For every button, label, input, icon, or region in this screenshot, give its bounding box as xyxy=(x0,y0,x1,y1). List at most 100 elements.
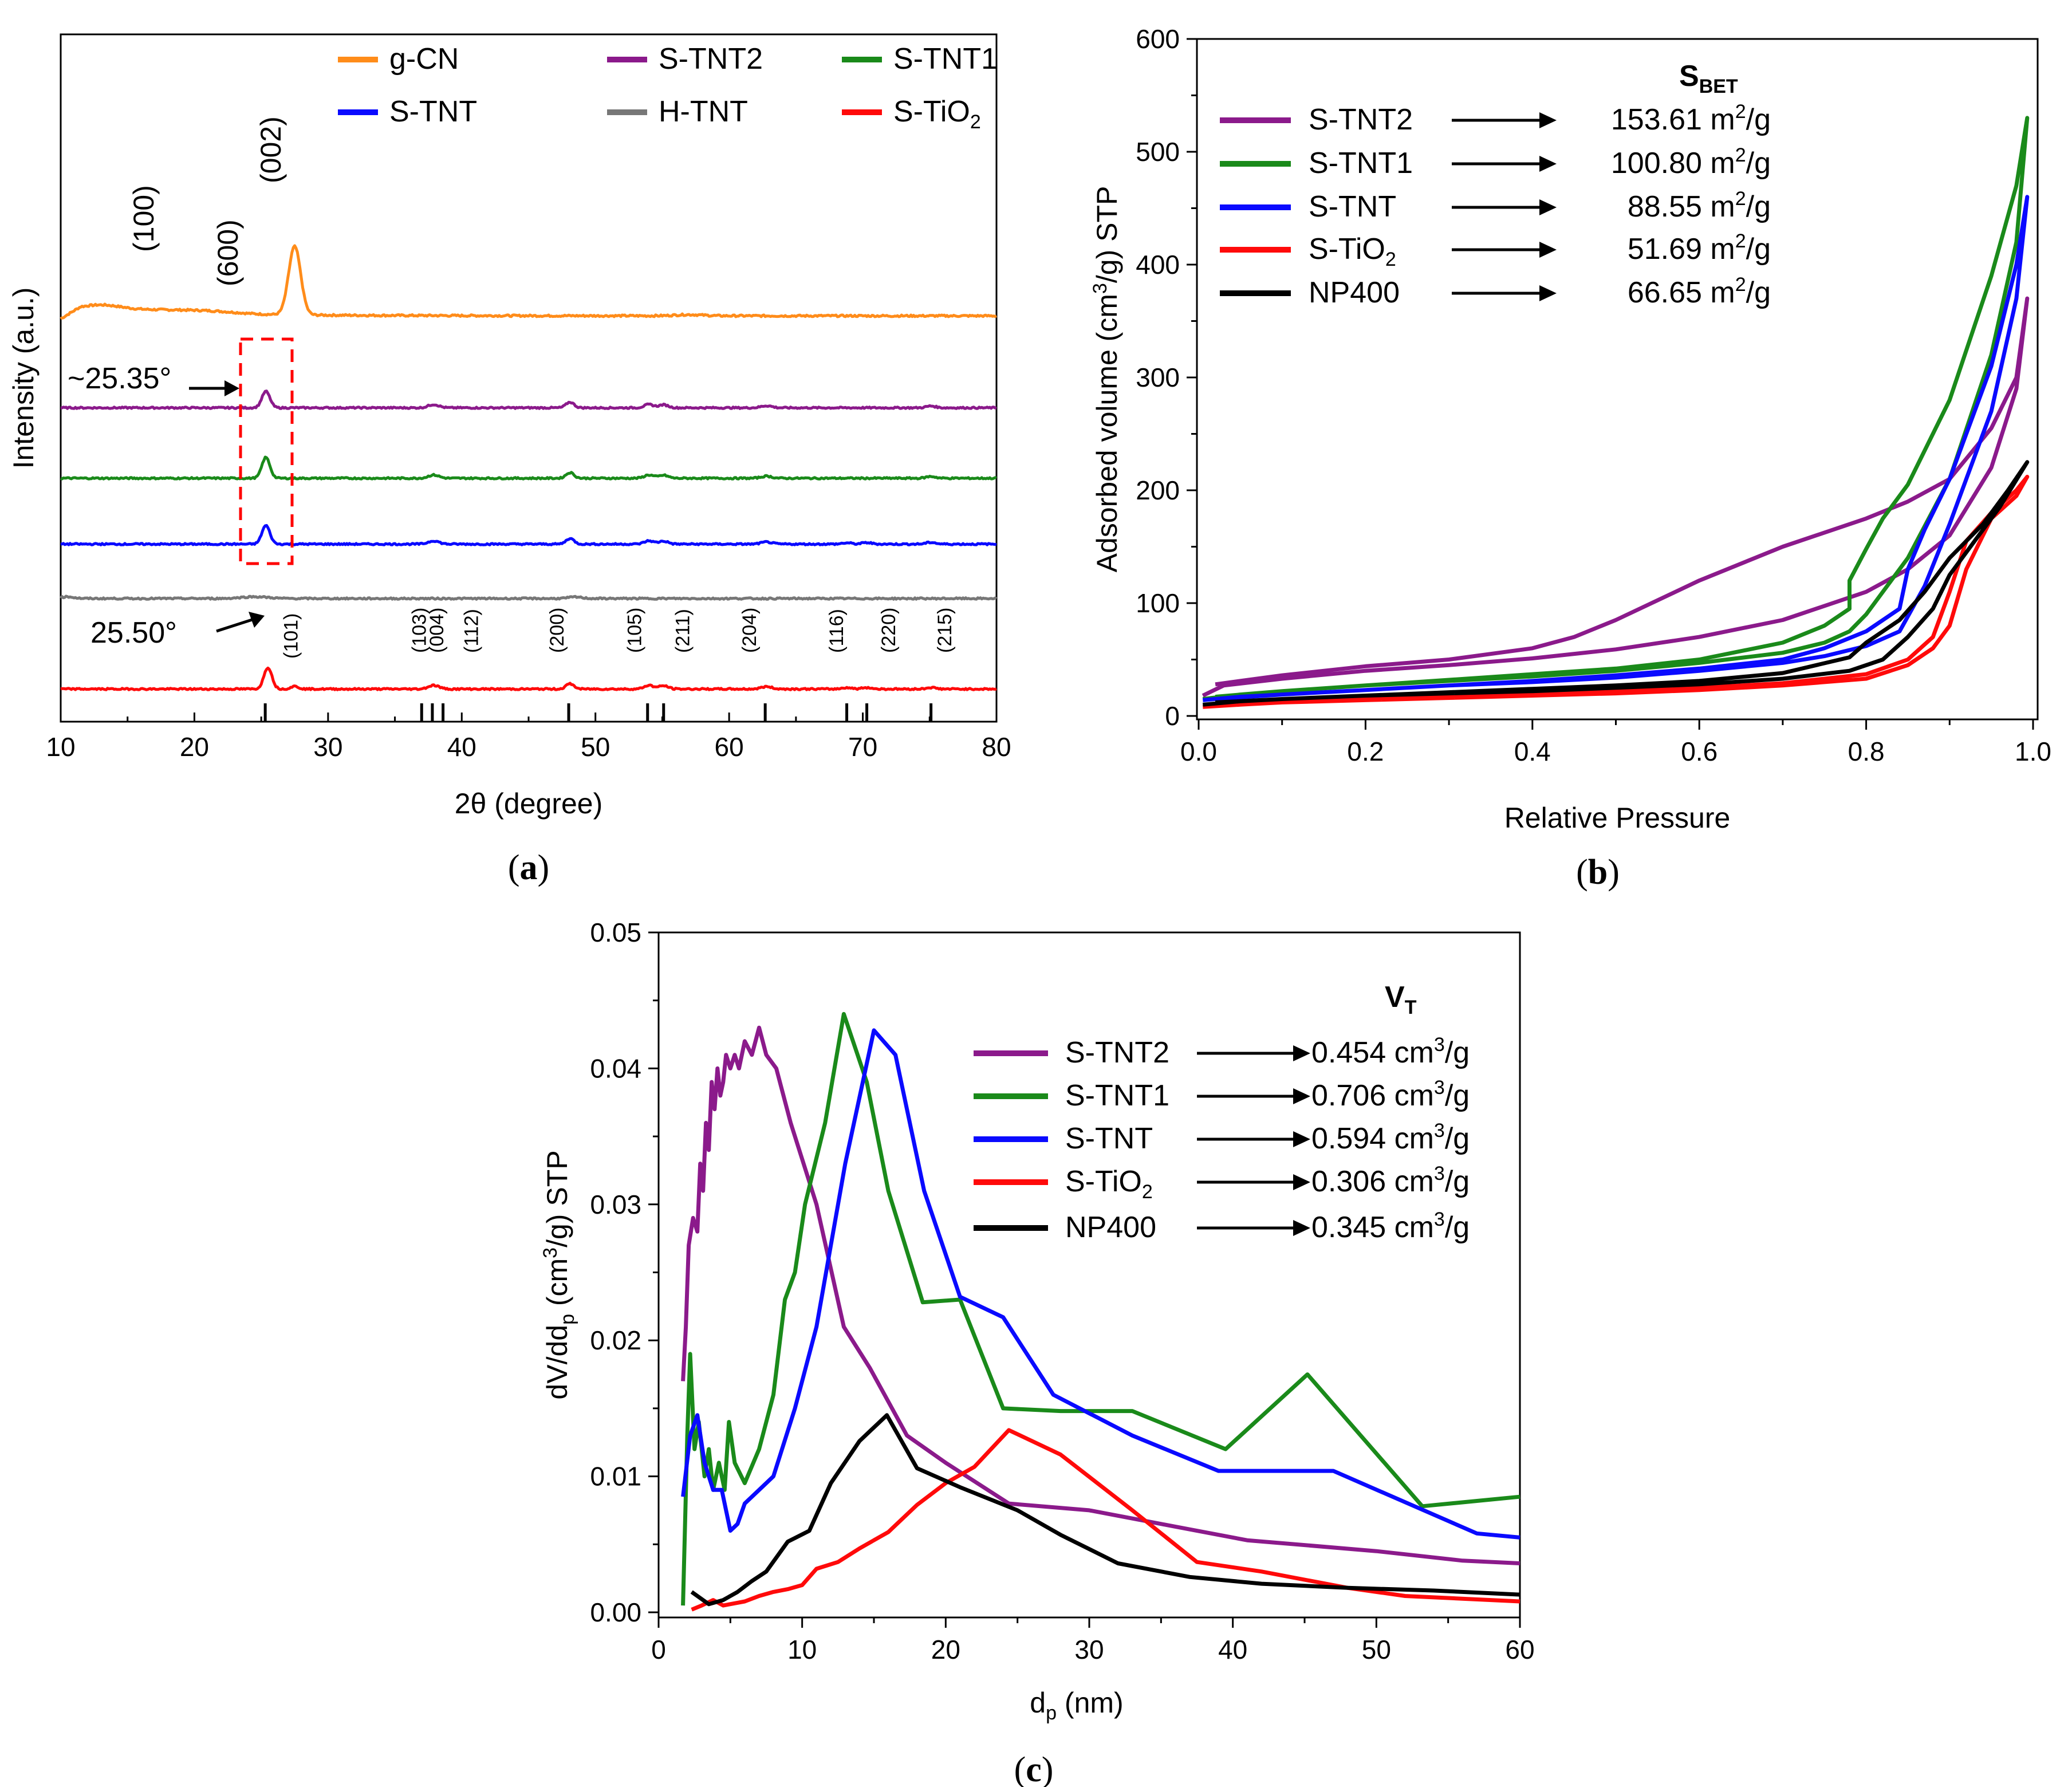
legend-label-s-tnt: S-TNT xyxy=(389,95,477,128)
panel-c-legend: S-TNT2 0.454 cm3/gS-TNT1 0.706 cm3/gS-TNT 0… xyxy=(974,1034,1470,1244)
panel-c-y-tick-label-0.05: 0.05 xyxy=(590,918,641,947)
panel-b-legend: S-TNT2 153.61 m2/gS-TNT1 100.80 m2/gS-TNT 8… xyxy=(1220,101,1771,309)
legend-arrowhead-s-tnt xyxy=(1293,1131,1310,1147)
sbet-value-text: 66.65 m xyxy=(1628,276,1735,309)
xrd-series-h-tnt xyxy=(60,595,998,601)
panel-b-x-tick-label-0.0: 0.0 xyxy=(1180,737,1217,766)
sbet-value-s-tnt1: 100.80 m2/g xyxy=(1611,144,1771,180)
legend-label-s-tnt2: S-TNT2 xyxy=(1309,103,1413,136)
pore-series-s-tio2 xyxy=(691,1428,1520,1612)
panel-a-x-ticks: 10 20 30 40 50 60 70 80 xyxy=(46,713,1011,762)
panel-c-pore-distribution-chart: 0 10 20 30 40 50 60 0.00 0.01 0.02 0.03 0.04 0.05 S-… xyxy=(539,918,1535,1787)
panel-a-x-axis-label: 2θ (degree) xyxy=(455,788,603,820)
xrd-series-s-tnt xyxy=(60,523,997,546)
panel-b-y-tick-label-300: 300 xyxy=(1136,363,1180,392)
sbet-unit-superscript: 2 xyxy=(1735,144,1746,166)
peak-shift-highlight-box xyxy=(239,337,294,565)
sbet-unit-superscript: 2 xyxy=(1735,274,1746,296)
panel-b-y-tick-label-400: 400 xyxy=(1136,250,1180,280)
panel-a-x-tick-label-10: 10 xyxy=(46,732,75,762)
anatase-plane-label-101: (101) xyxy=(280,613,302,659)
sbet-unit-tail: /g xyxy=(1746,147,1771,180)
legend-label-g-cn: g-CN xyxy=(389,42,459,76)
xrd-series-g-cn xyxy=(60,244,997,320)
isotherm-series-s-tio2 xyxy=(1203,474,2030,709)
sbet-value-text: 88.55 m xyxy=(1628,190,1735,223)
sbet-unit-superscript: 2 xyxy=(1735,230,1746,252)
panel-c-x-tick-label-50: 50 xyxy=(1362,1635,1391,1664)
legend-label-text: S-TNT1 xyxy=(1065,1079,1169,1112)
legend-label-s-tnt: S-TNT xyxy=(1065,1122,1153,1155)
panel-a-legend: g-CN S-TNT2 S-TNT1 S-TNT H-TNT S-TiO2 xyxy=(338,42,998,133)
anatase-plane-label-004: (004) xyxy=(426,608,448,653)
legend-label-subscript: 2 xyxy=(970,111,981,133)
panel-c-x-tick-label-60: 60 xyxy=(1505,1635,1534,1664)
panel-b-x-tick-label-0.2: 0.2 xyxy=(1347,737,1384,766)
sbet-value-text: 153.61 m xyxy=(1611,103,1735,136)
legend-label-text: S-TNT xyxy=(389,95,477,128)
vt-value-text: 0.306 cm xyxy=(1311,1165,1434,1198)
vt-value-text: 0.454 cm xyxy=(1311,1036,1434,1069)
panel-c-x-axis-label: dp (nm) xyxy=(1030,1687,1123,1724)
panel-c-x-tick-label-10: 10 xyxy=(787,1635,817,1664)
legend-label-s-tio2: S-TiO2 xyxy=(1309,233,1396,270)
panel-b-isotherm-chart: 0.0 0.2 0.4 0.6 0.8 1.0 0 100 200 300 400 500 600 S-… xyxy=(1089,24,2051,892)
vt-value-text: 0.594 cm xyxy=(1311,1122,1434,1155)
sbet-unit-tail: /g xyxy=(1746,103,1771,136)
panel-a-x-tick-label-70: 70 xyxy=(848,732,877,762)
legend-label-s-tnt: S-TNT xyxy=(1309,190,1396,223)
legend-label-text: H-TNT xyxy=(659,95,748,128)
sbet-title-main: S xyxy=(1679,60,1699,93)
legend-arrowhead-s-tnt1 xyxy=(1293,1088,1310,1104)
sbet-unit-superscript: 2 xyxy=(1735,101,1746,123)
vt-unit-superscript: 3 xyxy=(1434,1034,1445,1056)
legend-label-text: S-TNT1 xyxy=(893,42,998,76)
panel-b-ticks: 0.0 0.2 0.4 0.6 0.8 1.0 0 100 200 300 400 500 600 xyxy=(1136,24,2051,766)
anatase-plane-label-204: (204) xyxy=(739,608,761,653)
panel-c-ticks: 0 10 20 30 40 50 60 0.00 0.01 0.02 0.03 0.04 0.05 xyxy=(590,918,1534,1664)
anatase-annotation-arrowhead xyxy=(249,612,265,628)
vt-value-s-tnt: 0.594 cm3/g xyxy=(1311,1120,1470,1155)
vt-value-s-tio2: 0.306 cm3/g xyxy=(1311,1163,1470,1198)
legend-label-subscript: 2 xyxy=(1142,1181,1153,1203)
panel-b-x-tick-label-0.8: 0.8 xyxy=(1848,737,1885,766)
vt-unit-superscript: 3 xyxy=(1434,1163,1445,1184)
panel-b-y-tick-label-100: 100 xyxy=(1136,588,1180,618)
legend-label-text: g-CN xyxy=(389,42,459,76)
legend-label-s-tnt1: S-TNT1 xyxy=(1309,147,1413,180)
gcn-plane-600-label: (600) xyxy=(212,219,244,286)
panel-b-label: (b) xyxy=(1576,853,1620,892)
legend-label-h-tnt: H-TNT xyxy=(659,95,748,128)
legend-arrowhead-s-tnt1 xyxy=(1539,156,1557,172)
vt-unit-tail: /g xyxy=(1445,1122,1470,1155)
panel-b-x-tick-label-1.0: 1.0 xyxy=(2015,737,2051,766)
legend-label-s-tnt2: S-TNT2 xyxy=(659,42,763,76)
panel-a-x-tick-label-50: 50 xyxy=(581,732,610,762)
panel-a-label: (a) xyxy=(508,848,549,887)
vt-unit-tail: /g xyxy=(1445,1165,1470,1198)
panel-b-y-tick-label-600: 600 xyxy=(1136,24,1180,54)
legend-label-text: S-TNT xyxy=(1309,190,1396,223)
anatase-plane-label-103: (103) xyxy=(409,608,431,653)
legend-label-s-tio2: S-TiO2 xyxy=(893,95,981,133)
panel-c-series xyxy=(681,1011,1520,1612)
xrd-series-s-tnt1 xyxy=(60,455,997,481)
legend-arrowhead-s-tnt2 xyxy=(1293,1045,1310,1061)
sbet-value-s-tnt2: 153.61 m2/g xyxy=(1611,101,1771,136)
vt-value-text: 0.706 cm xyxy=(1311,1079,1434,1112)
legend-arrowhead-np400 xyxy=(1293,1220,1310,1236)
shift-annotation-label: ~25.35° xyxy=(68,362,171,395)
xrd-series-s-tnt2 xyxy=(60,389,997,410)
vt-title-sub: T xyxy=(1405,997,1417,1018)
anatase-plane-label-215: (215) xyxy=(934,608,956,653)
panel-c-x-tick-label-30: 30 xyxy=(1074,1635,1104,1664)
vt-value-text: 0.345 cm xyxy=(1311,1211,1434,1244)
anatase-plane-label-211: (211) xyxy=(672,609,694,653)
panel-a-x-tick-label-60: 60 xyxy=(715,732,744,762)
legend-label-s-tnt1: S-TNT1 xyxy=(893,42,998,76)
vt-unit-tail: /g xyxy=(1445,1036,1470,1069)
panel-c-label: (c) xyxy=(1014,1750,1054,1787)
panel-b-x-tick-label-0.6: 0.6 xyxy=(1681,737,1718,766)
